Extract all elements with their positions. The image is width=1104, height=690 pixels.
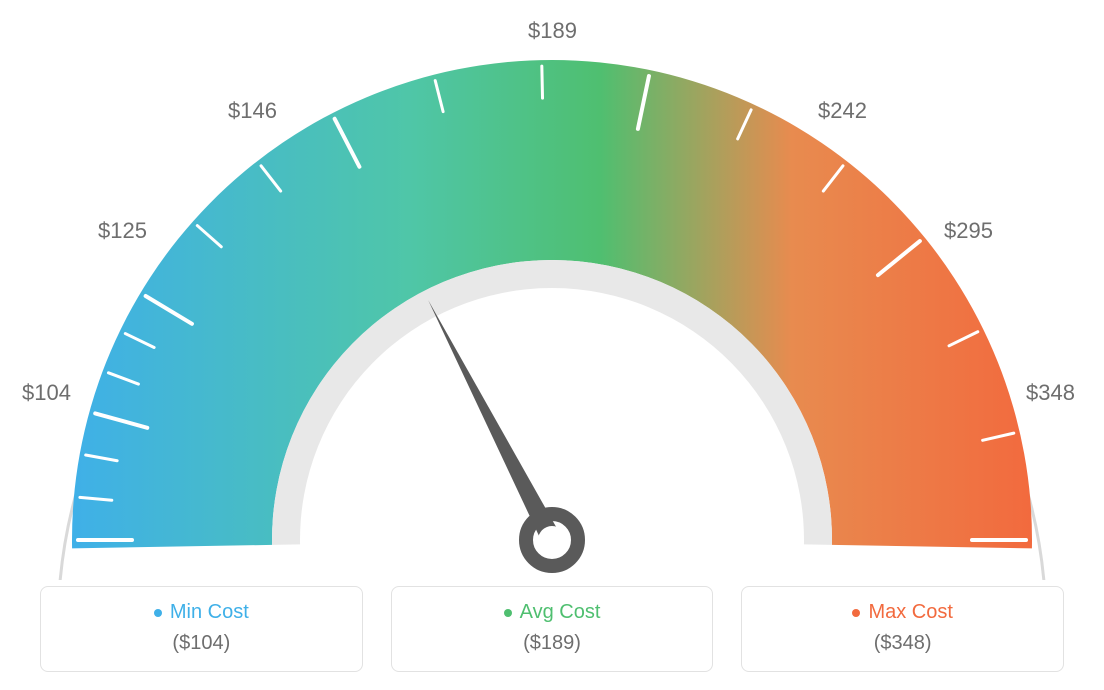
- gauge-tick-label: $295: [944, 218, 993, 244]
- min-cost-value: ($104): [41, 632, 362, 655]
- min-cost-title: Min Cost: [154, 601, 249, 624]
- avg-cost-value: ($189): [392, 632, 713, 655]
- max-cost-dot: [852, 609, 860, 617]
- max-cost-value: ($348): [742, 632, 1063, 655]
- avg-cost-label: Avg Cost: [520, 601, 601, 624]
- min-cost-card: Min Cost ($104): [40, 586, 363, 672]
- gauge-tick-label: $125: [98, 218, 147, 244]
- max-cost-card: Max Cost ($348): [741, 586, 1064, 672]
- summary-cards: Min Cost ($104) Avg Cost ($189) Max Cost…: [40, 586, 1064, 672]
- gauge-tick-label: $104: [22, 380, 71, 406]
- min-cost-dot: [154, 609, 162, 617]
- gauge-chart: [0, 0, 1104, 580]
- avg-cost-dot: [504, 609, 512, 617]
- min-cost-label: Min Cost: [170, 601, 249, 624]
- gauge-tick-label: $146: [228, 98, 277, 124]
- avg-cost-title: Avg Cost: [504, 601, 601, 624]
- max-cost-title: Max Cost: [852, 601, 952, 624]
- gauge-tick-label: $242: [818, 98, 867, 124]
- avg-cost-card: Avg Cost ($189): [391, 586, 714, 672]
- gauge-container: $104 $125 $146 $189 $242 $295 $348: [0, 0, 1104, 580]
- max-cost-label: Max Cost: [868, 601, 952, 624]
- gauge-tick-label: $189: [528, 18, 577, 44]
- gauge-tick-label: $348: [1026, 380, 1075, 406]
